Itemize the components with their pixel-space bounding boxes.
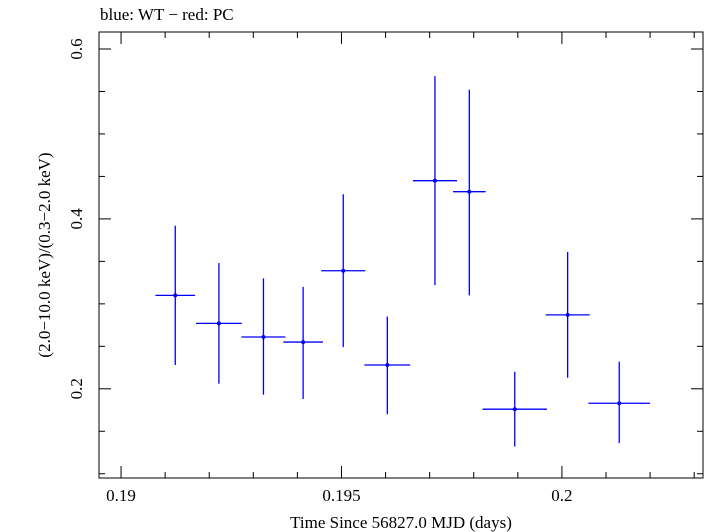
data-point xyxy=(588,361,651,444)
x-axis-label: Time Since 56827.0 MJD (days) xyxy=(290,513,512,532)
data-point xyxy=(241,278,286,395)
data-point xyxy=(283,286,323,399)
plot-frame xyxy=(98,31,704,479)
point-marker xyxy=(341,268,346,273)
point-marker xyxy=(261,334,266,339)
data-point xyxy=(545,252,590,378)
data-point xyxy=(321,194,366,348)
point-marker xyxy=(173,293,178,298)
point-marker xyxy=(432,178,437,183)
data-point xyxy=(195,263,242,384)
point-marker xyxy=(385,363,390,368)
point-marker xyxy=(617,401,622,406)
point-marker xyxy=(216,321,221,326)
point-marker xyxy=(301,340,306,345)
x-tick-label: 0.19 xyxy=(106,486,136,505)
point-marker xyxy=(467,189,472,194)
data-points xyxy=(155,76,651,447)
point-marker xyxy=(512,407,517,412)
data-point xyxy=(412,76,457,286)
x-tick-label: 0.195 xyxy=(322,486,360,505)
tick-labels: 0.19 0.195 0.2 0.2 0.4 0.6 xyxy=(67,38,573,505)
axis-ticks xyxy=(99,32,703,478)
data-point xyxy=(364,316,411,415)
y-tick-label: 0.6 xyxy=(67,38,86,59)
data-point xyxy=(155,225,196,366)
y-axis-label: (2.0−10.0 keV)/(0.3−2.0 keV) xyxy=(35,152,54,357)
y-tick-label: 0.2 xyxy=(67,378,86,399)
chart-title: blue: WT − red: PC xyxy=(100,5,234,24)
x-tick-label: 0.2 xyxy=(551,486,572,505)
point-marker xyxy=(565,312,570,317)
y-tick-label: 0.4 xyxy=(67,208,86,230)
data-point xyxy=(482,371,547,447)
data-point xyxy=(453,89,486,296)
